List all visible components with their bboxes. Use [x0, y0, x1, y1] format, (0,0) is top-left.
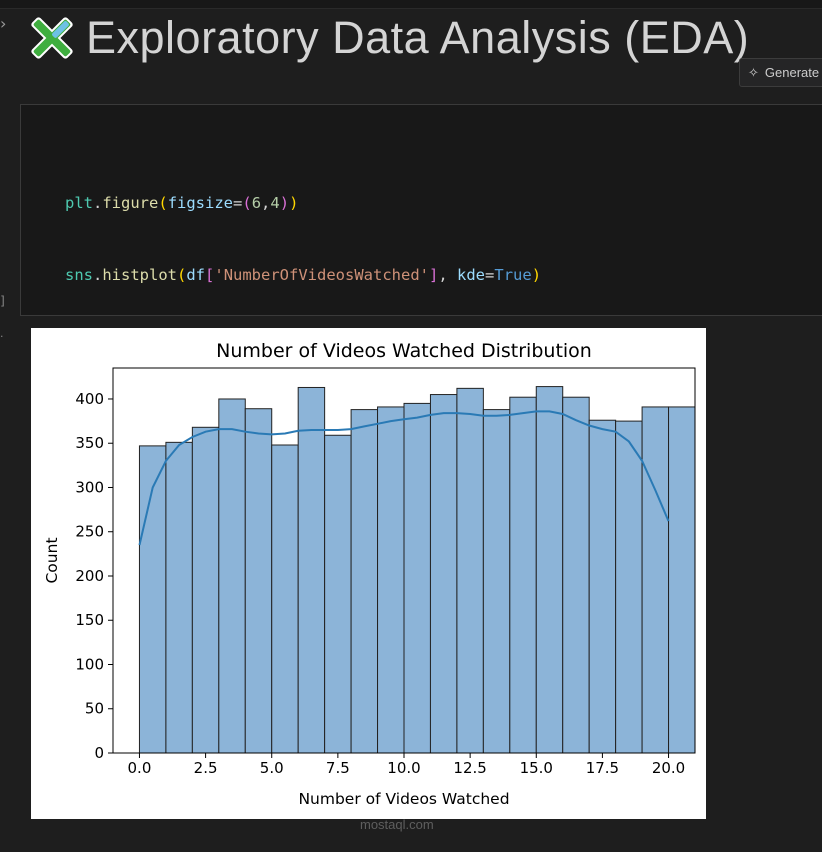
collapse-chevron-icon[interactable]: › — [0, 14, 7, 33]
x-tick-label: 15.0 — [520, 759, 553, 777]
histogram-bar — [218, 398, 246, 754]
chart-title: Number of Videos Watched Distribution — [216, 340, 592, 362]
x-axis-label: Number of Videos Watched — [298, 790, 509, 808]
histogram-bar — [271, 444, 299, 754]
histogram-bar — [244, 408, 273, 754]
kde-curve — [138, 410, 670, 546]
histogram-bar — [403, 402, 431, 754]
histogram-bar — [297, 386, 326, 754]
page-title: Exploratory Data Analysis (EDA) — [86, 12, 750, 63]
histogram-bar — [429, 394, 458, 754]
x-tick-label: 0.0 — [128, 759, 152, 777]
x-tick-label: 10.0 — [387, 759, 420, 777]
y-tick-label: 0 — [94, 744, 104, 762]
puzzle-logo-icon — [31, 17, 73, 59]
code-line: sns.histplot(df['NumberOfVideosWatched']… — [65, 266, 542, 284]
code-cell[interactable]: plt.figure(figsize=(6,4)) sns.histplot(d… — [20, 104, 822, 572]
histogram-bar — [324, 434, 352, 754]
histogram-bar — [456, 387, 484, 754]
histogram-bar — [509, 396, 537, 754]
code-line: plt.figure(figsize=(6,4)) — [65, 194, 299, 212]
sparkle-icon: ✧ — [748, 64, 759, 80]
histogram-bar — [377, 406, 405, 754]
top-toolbar-strip — [0, 0, 822, 9]
histogram-bar — [668, 406, 696, 754]
x-tick-label: 20.0 — [652, 759, 685, 777]
execution-count: 3] — [0, 294, 6, 308]
y-tick-label: 50 — [85, 700, 104, 718]
histogram-bar — [562, 396, 590, 754]
y-tick-label: 300 — [75, 478, 104, 496]
y-axis-label: Count — [43, 537, 61, 583]
y-tick-label: 400 — [75, 390, 104, 408]
generate-label: Generate — [764, 65, 820, 80]
histogram-chart: 0.0 2.5 5.0 7.5 10.0 12.5 15.0 17.5 20.0 0 50 100 15… — [43, 340, 696, 808]
x-tick-label: 5.0 — [260, 759, 284, 777]
x-tick-label: 12.5 — [453, 759, 486, 777]
y-tick-label: 200 — [75, 567, 104, 585]
histogram-bar — [191, 426, 220, 754]
histogram-bar — [641, 406, 670, 754]
x-tick-label: 2.5 — [194, 759, 218, 777]
histogram-bar — [588, 419, 617, 754]
x-tick-label: 17.5 — [586, 759, 619, 777]
histogram-bar — [615, 420, 643, 754]
generate-button[interactable]: ✧ Generate — [739, 58, 822, 87]
markdown-heading: Exploratory Data Analysis (EDA) — [24, 6, 749, 70]
output-marker-icon: · — [0, 330, 4, 343]
histogram-bar — [350, 409, 379, 754]
x-tick-label: 7.5 — [326, 759, 350, 777]
y-tick-label: 350 — [75, 434, 104, 452]
y-tick-label: 150 — [75, 611, 104, 629]
y-tick-label: 250 — [75, 523, 104, 541]
histogram-bar — [165, 441, 193, 754]
watermark: mostaql.com — [360, 817, 434, 832]
cell-output: 0.0 2.5 5.0 7.5 10.0 12.5 15.0 17.5 20.0 0 50 100 15… — [31, 328, 706, 819]
y-tick-label: 100 — [75, 655, 104, 673]
histogram-bar — [138, 445, 167, 754]
histogram-bar — [535, 386, 564, 754]
histogram-bar — [482, 409, 511, 754]
